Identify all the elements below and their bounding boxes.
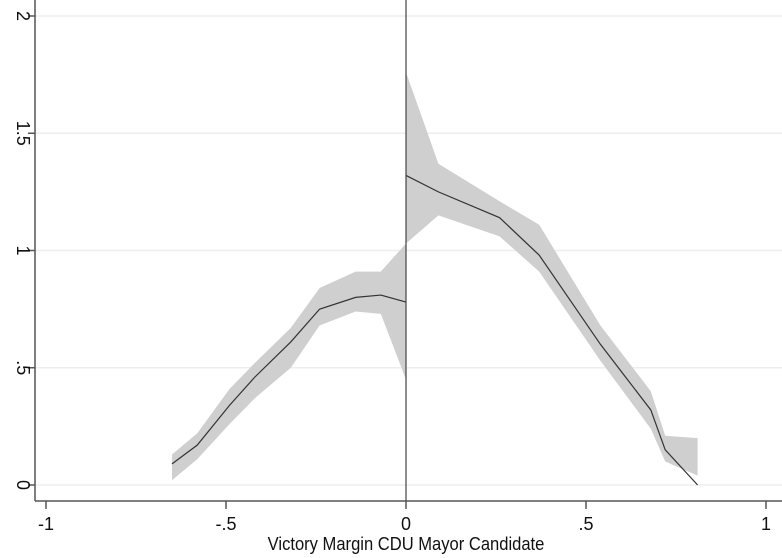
y-tick-label: 1 (13, 245, 33, 255)
x-axis-ticks: -1 -.5 0 .5 1 (38, 501, 771, 534)
y-axis-ticks: 0 .5 1 1.5 2 (13, 11, 35, 490)
confidence-band (172, 243, 406, 481)
y-tick-label: 1.5 (13, 121, 33, 146)
y-tick-label: .5 (13, 360, 33, 375)
fit-line (171, 294, 407, 465)
y-tick-label: 0 (13, 480, 33, 490)
y-tick-label: 2 (13, 11, 33, 21)
x-tick-label: 0 (401, 514, 411, 534)
x-axis-label: Victory Margin CDU Mayor Candidate (267, 534, 545, 554)
gridlines (35, 15, 782, 486)
fit-line (405, 174, 699, 486)
fit-lines (171, 174, 699, 486)
x-tick-label: -.5 (215, 514, 236, 534)
x-tick-label: -1 (38, 514, 54, 534)
x-tick-label: .5 (578, 514, 593, 534)
x-tick-label: 1 (761, 514, 771, 534)
